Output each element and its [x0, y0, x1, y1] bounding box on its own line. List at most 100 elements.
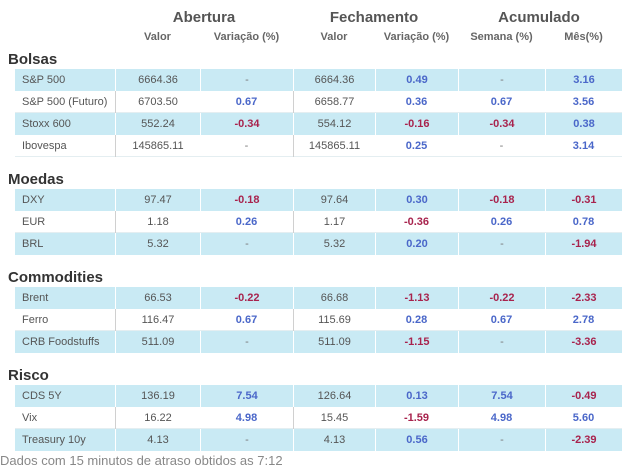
table-cell: -0.36	[375, 211, 458, 233]
table-cell: 2.78	[545, 309, 622, 331]
table-cell: 0.36	[375, 91, 458, 113]
table-cell: 0.67	[200, 91, 293, 113]
table-cell: -1.59	[375, 407, 458, 429]
row-name: S&P 500	[15, 69, 115, 91]
table-cell: 6658.77	[293, 91, 375, 113]
table-cell: 97.47	[115, 189, 200, 211]
table-cell: 15.45	[293, 407, 375, 429]
table-cell: 0.13	[375, 385, 458, 407]
column-header: Mês(%)	[541, 31, 622, 43]
column-header: Valor	[291, 31, 377, 43]
row-name: Brent	[15, 287, 115, 309]
table-cell: -	[200, 429, 293, 451]
table-cell: 3.56	[545, 91, 622, 113]
table-cell: 145865.11	[115, 135, 200, 157]
table-cell: -0.18	[200, 189, 293, 211]
table-cell: -0.22	[200, 287, 293, 309]
table-cell: -	[200, 331, 293, 353]
table-cell: 511.09	[115, 331, 200, 353]
table-cell: 511.09	[293, 331, 375, 353]
table-cell: 7.54	[458, 385, 545, 407]
table-cell: 6664.36	[115, 69, 200, 91]
table-cell: -	[458, 429, 545, 451]
table-cell: 66.68	[293, 287, 375, 309]
row-name: CRB Foodstuffs	[15, 331, 115, 353]
table-cell: -0.34	[458, 113, 545, 135]
table-cell: 0.67	[458, 309, 545, 331]
row-name: S&P 500 (Futuro)	[15, 91, 115, 113]
table-cell: 0.49	[375, 69, 458, 91]
table-cell: 0.20	[375, 233, 458, 255]
table-cell: -	[200, 135, 293, 157]
table-cell: 4.98	[200, 407, 293, 429]
table-cell: 1.18	[115, 211, 200, 233]
table-cell: 5.32	[115, 233, 200, 255]
footnote: Dados com 15 minutos de atraso obtidos a…	[0, 453, 283, 468]
section-title: Commodities	[0, 269, 622, 287]
table-cell: 115.69	[293, 309, 375, 331]
group-header: Acumulado	[454, 9, 622, 26]
row-name: Ibovespa	[15, 135, 115, 157]
table-cell: -1.13	[375, 287, 458, 309]
table-cell: -0.49	[545, 385, 622, 407]
table-cell: -0.22	[458, 287, 545, 309]
table-cell: 0.78	[545, 211, 622, 233]
table-cell: 4.98	[458, 407, 545, 429]
table-cell: -	[200, 69, 293, 91]
table-cell: -2.33	[545, 287, 622, 309]
table-cell: 1.17	[293, 211, 375, 233]
table-cell: 5.60	[545, 407, 622, 429]
table-cell: -0.18	[458, 189, 545, 211]
row-name: BRL	[15, 233, 115, 255]
table-cell: 3.14	[545, 135, 622, 157]
group-header: Fechamento	[289, 9, 459, 26]
section-title: Moedas	[0, 171, 622, 189]
table-cell: 7.54	[200, 385, 293, 407]
table-cell: 145865.11	[293, 135, 375, 157]
table-cell: -	[458, 233, 545, 255]
table-cell: 0.67	[200, 309, 293, 331]
column-header: Variação (%)	[374, 31, 460, 43]
table-cell: 552.24	[115, 113, 200, 135]
column-header: Valor	[115, 31, 201, 43]
table-cell: 0.30	[375, 189, 458, 211]
table-cell: -1.15	[375, 331, 458, 353]
table-cell: 0.26	[200, 211, 293, 233]
row-name: Stoxx 600	[15, 113, 115, 135]
table-cell: 126.64	[293, 385, 375, 407]
table-cell: 116.47	[115, 309, 200, 331]
table-cell: -0.16	[375, 113, 458, 135]
column-header: Variação (%)	[204, 31, 290, 43]
table-cell: 6703.50	[115, 91, 200, 113]
column-header: Semana (%)	[459, 31, 545, 43]
table-cell: -	[458, 331, 545, 353]
table-cell: 4.13	[115, 429, 200, 451]
table-cell: 0.26	[458, 211, 545, 233]
table-cell: 4.13	[293, 429, 375, 451]
table-cell: 0.56	[375, 429, 458, 451]
table-cell: 97.64	[293, 189, 375, 211]
table-cell: 6664.36	[293, 69, 375, 91]
table-cell: -	[458, 135, 545, 157]
table-cell: -3.36	[545, 331, 622, 353]
table-cell: 66.53	[115, 287, 200, 309]
row-name: EUR	[15, 211, 115, 233]
table-cell: -	[200, 233, 293, 255]
row-name: DXY	[15, 189, 115, 211]
